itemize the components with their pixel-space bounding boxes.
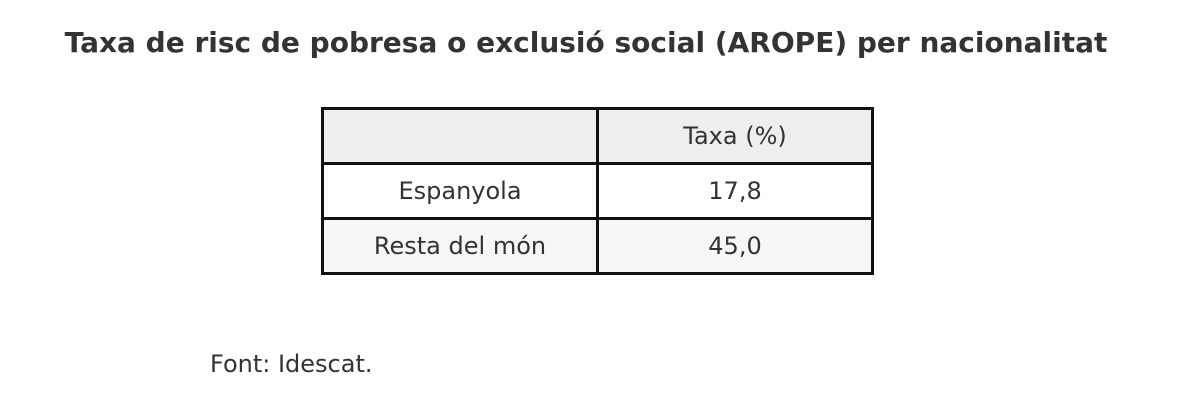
source-note: Font: Idescat.: [210, 350, 373, 378]
header-row: Taxa (%): [321, 107, 874, 165]
header-cell: [321, 107, 599, 165]
table-cell: 45,0: [596, 217, 874, 275]
table-cell: Espanyola: [321, 162, 599, 220]
table-row: Espanyola 17,8: [321, 162, 874, 220]
header-cell: Taxa (%): [596, 107, 874, 165]
table-row: Resta del món 45,0: [321, 217, 874, 275]
table-cell: Resta del món: [321, 217, 599, 275]
title: Taxa de risc de pobresa o exclusió socia…: [64, 26, 1108, 59]
table-body: Espanyola 17,8 Resta del món 45,0: [321, 162, 874, 275]
data-table: Taxa (%) Espanyola 17,8 Resta del món 45,0: [321, 107, 874, 275]
table-cell: 17,8: [596, 162, 874, 220]
table-header: Taxa (%): [321, 107, 874, 165]
